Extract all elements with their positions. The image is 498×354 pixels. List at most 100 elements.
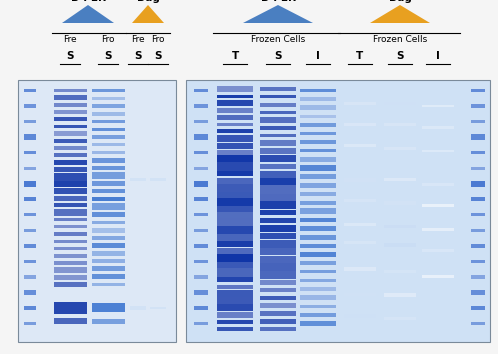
Bar xyxy=(300,295,336,300)
Bar xyxy=(260,280,296,285)
Bar xyxy=(24,213,36,216)
Bar xyxy=(260,256,296,263)
Bar xyxy=(92,181,124,187)
Bar xyxy=(260,194,296,201)
Text: S: S xyxy=(396,51,404,61)
Bar xyxy=(24,244,36,247)
Text: Frozen Cells: Frozen Cells xyxy=(373,35,427,45)
Bar xyxy=(260,218,296,223)
Text: I: I xyxy=(436,51,440,61)
Bar xyxy=(92,135,124,139)
Bar xyxy=(194,167,208,170)
Bar xyxy=(92,221,124,224)
Bar xyxy=(194,290,208,295)
Bar xyxy=(53,261,87,265)
Bar xyxy=(53,95,87,100)
Bar xyxy=(217,143,253,149)
Text: Bug: Bug xyxy=(136,0,159,3)
Bar xyxy=(384,178,416,181)
Bar xyxy=(217,95,253,98)
Bar xyxy=(217,122,253,126)
Bar xyxy=(300,105,336,110)
Bar xyxy=(422,228,454,231)
Bar xyxy=(217,304,253,311)
Bar xyxy=(217,226,253,234)
Bar xyxy=(92,243,124,248)
Bar xyxy=(194,322,208,325)
Bar xyxy=(260,201,296,209)
Bar xyxy=(384,293,416,297)
Bar xyxy=(194,244,208,247)
Bar xyxy=(24,322,36,325)
Bar xyxy=(217,285,253,289)
Bar xyxy=(260,288,296,292)
Bar xyxy=(53,282,87,287)
Bar xyxy=(217,212,253,220)
Bar xyxy=(217,108,253,113)
Bar xyxy=(194,197,208,201)
Bar xyxy=(300,270,336,273)
Bar xyxy=(92,303,124,313)
Bar xyxy=(260,233,296,239)
Bar xyxy=(217,135,253,142)
Bar xyxy=(300,305,336,308)
Bar xyxy=(384,102,416,105)
Bar xyxy=(260,155,296,162)
Bar xyxy=(217,320,253,324)
Bar xyxy=(384,317,416,320)
Bar xyxy=(92,151,124,154)
Bar xyxy=(344,223,376,225)
Bar xyxy=(92,259,124,263)
Bar xyxy=(217,206,253,212)
Bar xyxy=(422,275,454,278)
Bar xyxy=(53,139,87,143)
Bar xyxy=(53,173,87,181)
Bar xyxy=(422,149,454,152)
Bar xyxy=(92,267,124,271)
Bar xyxy=(300,244,336,248)
Bar xyxy=(300,157,336,162)
Bar xyxy=(471,306,485,310)
Bar xyxy=(260,185,296,194)
Text: B-PER: B-PER xyxy=(71,0,106,3)
Bar xyxy=(260,210,296,216)
Bar xyxy=(384,147,416,150)
Bar xyxy=(300,252,336,257)
Bar xyxy=(53,188,87,194)
Bar xyxy=(18,80,176,342)
Bar xyxy=(260,117,296,123)
Bar xyxy=(92,228,124,233)
Bar xyxy=(217,327,253,331)
Bar xyxy=(300,165,336,171)
Bar xyxy=(422,183,454,186)
Bar xyxy=(300,115,336,118)
Bar xyxy=(186,80,490,342)
Bar xyxy=(300,89,336,92)
Bar xyxy=(92,166,124,170)
Bar xyxy=(384,123,416,126)
Bar xyxy=(471,151,485,154)
Bar xyxy=(300,123,336,127)
Bar xyxy=(194,181,208,187)
Bar xyxy=(24,135,36,140)
Bar xyxy=(260,164,296,169)
Bar xyxy=(300,97,336,101)
Bar xyxy=(92,89,124,92)
Bar xyxy=(217,262,253,269)
Bar xyxy=(471,244,485,247)
Polygon shape xyxy=(62,5,114,23)
Bar xyxy=(53,247,87,250)
Bar xyxy=(260,134,296,137)
Bar xyxy=(217,234,253,241)
Polygon shape xyxy=(370,5,430,23)
Bar xyxy=(53,110,87,114)
Bar xyxy=(344,144,376,147)
Bar xyxy=(24,306,36,310)
Bar xyxy=(92,203,124,210)
Bar xyxy=(300,141,336,144)
Bar xyxy=(217,248,253,255)
Bar xyxy=(471,104,485,108)
Bar xyxy=(130,178,146,182)
Bar xyxy=(217,86,253,92)
Bar xyxy=(53,145,87,150)
